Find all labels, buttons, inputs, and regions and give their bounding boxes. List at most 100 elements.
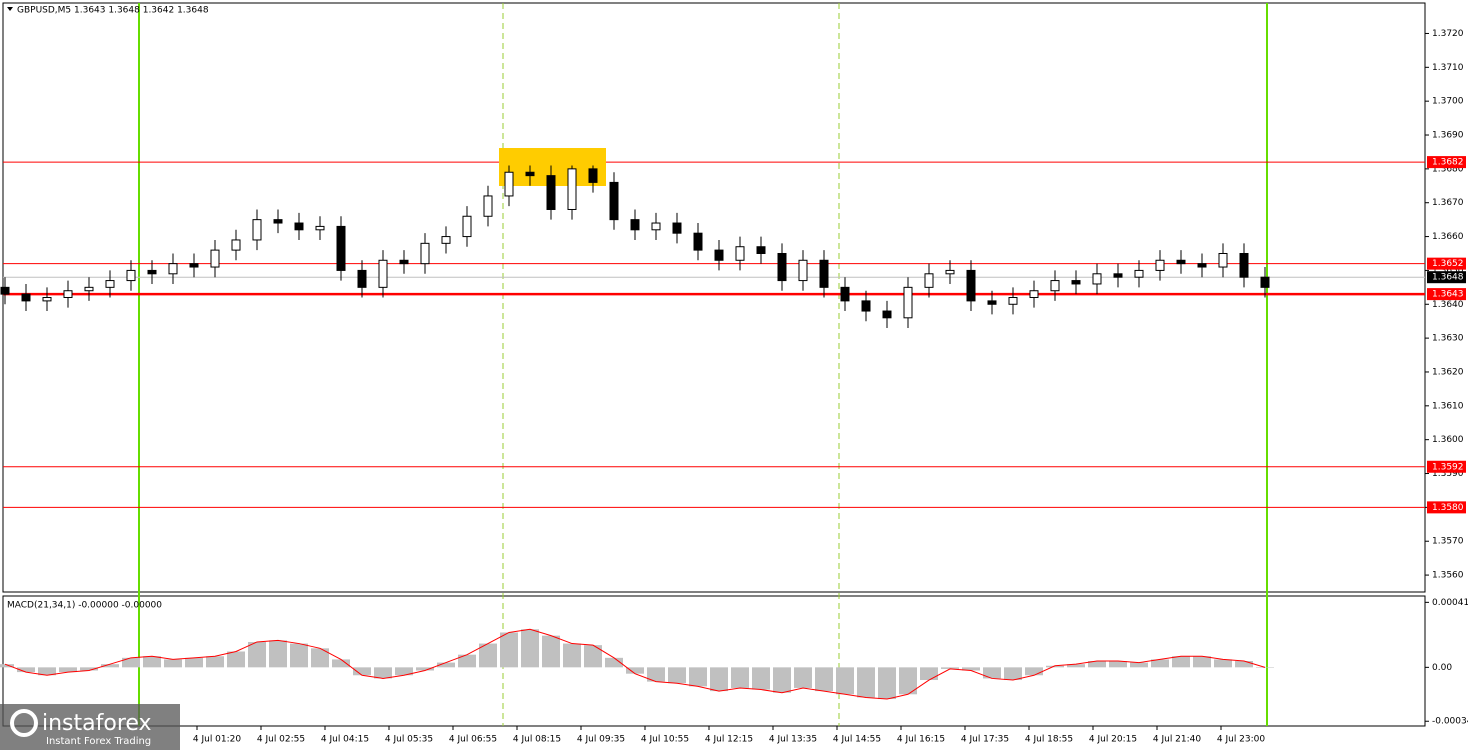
- collapse-arrow[interactable]: [7, 7, 13, 11]
- candle-body: [63, 290, 73, 299]
- level-label: 1.3682: [1432, 158, 1464, 168]
- macd-bar: [710, 667, 728, 692]
- candle-body: [357, 269, 367, 288]
- candle-body: [651, 222, 661, 231]
- level-tag: [1427, 501, 1466, 514]
- macd-bar: [353, 667, 371, 676]
- macd-bar: [1067, 664, 1085, 668]
- macd-bar: [1151, 659, 1169, 668]
- macd-bar: [794, 667, 812, 688]
- candle-body: [1050, 280, 1060, 292]
- macd-bar: [101, 664, 119, 668]
- macd-bar: [416, 667, 434, 671]
- x-tick-label: 4 Jul 13:35: [769, 735, 817, 745]
- macd-bar: [374, 667, 392, 679]
- x-tick-label: 4 Jul 09:35: [577, 735, 625, 745]
- candle-body: [504, 171, 514, 197]
- candle-body: [1134, 269, 1144, 278]
- macd-bar: [815, 667, 833, 692]
- candle-body: [399, 259, 409, 265]
- candle-body: [0, 286, 10, 295]
- candle-body: [336, 225, 346, 271]
- candle-body: [84, 286, 94, 292]
- candle-body: [777, 252, 787, 282]
- macd-bar: [1256, 667, 1274, 668]
- macd-tick-label: 0.00041: [1432, 598, 1468, 608]
- macd-bar: [1088, 661, 1106, 668]
- macd-bar: [269, 640, 287, 668]
- candle-body: [210, 249, 220, 268]
- x-tick-label: 4 Jul 05:35: [385, 735, 433, 745]
- candle-body: [924, 273, 934, 288]
- candle-body: [630, 219, 640, 231]
- macd-bar: [332, 659, 350, 668]
- candle-body: [903, 286, 913, 319]
- level-label: 1.3592: [1432, 462, 1464, 472]
- candle-body: [252, 219, 262, 241]
- candle-body: [441, 236, 451, 244]
- macd-bar: [248, 641, 266, 668]
- macd-bar: [752, 667, 770, 690]
- macd-bar: [458, 654, 476, 668]
- candle-body: [798, 259, 808, 282]
- candle-body: [168, 263, 178, 275]
- macd-bar: [0, 664, 14, 668]
- macd-bar: [962, 667, 980, 671]
- candle-body: [819, 259, 829, 288]
- y-tick-label: 1.3640: [1432, 300, 1464, 310]
- y-tick-label: 1.3710: [1432, 63, 1464, 73]
- candle-body: [1239, 252, 1249, 278]
- candle-body: [273, 219, 283, 224]
- macd-tick-label: 0.00: [1432, 663, 1452, 673]
- macd-title: MACD(21,34,1) -0.00000 -0.00000: [7, 601, 162, 611]
- y-tick-label: 1.3630: [1432, 334, 1464, 344]
- candle-body: [672, 222, 682, 234]
- logo: instaforex Instant Forex Trading: [0, 704, 180, 750]
- macd-bar: [395, 667, 413, 676]
- x-tick-label: 4 Jul 06:55: [449, 735, 497, 745]
- macd-bar: [836, 667, 854, 695]
- macd-bar: [290, 643, 308, 668]
- candle-body: [42, 297, 52, 302]
- macd-bar: [668, 667, 686, 684]
- macd-signal: [4, 628, 1266, 700]
- macd-bar: [185, 657, 203, 668]
- macd-frame: [2, 595, 1426, 727]
- macd-bar: [1172, 656, 1190, 668]
- macd-bar: [1025, 667, 1043, 676]
- y-tick-label: 1.3570: [1432, 537, 1464, 547]
- macd-bar: [500, 632, 518, 668]
- candle-body: [1155, 259, 1165, 271]
- x-tick-label: 4 Jul 21:40: [1153, 735, 1202, 745]
- candle-body: [1092, 273, 1102, 285]
- level-tag: [1427, 288, 1466, 301]
- macd-bar: [38, 667, 56, 676]
- x-tick-label: 4 Jul 20:15: [1089, 735, 1137, 745]
- candle-body: [609, 181, 619, 221]
- macd-bar: [1004, 667, 1022, 681]
- x-tick-label: 4 Jul 12:15: [705, 735, 753, 745]
- candle-body: [1071, 280, 1081, 285]
- candle-body: [756, 246, 766, 254]
- candle-body: [588, 168, 598, 183]
- main-frame: [2, 2, 1426, 593]
- macd-bar: [647, 667, 665, 682]
- candle-body: [1176, 259, 1186, 265]
- candle-body: [945, 269, 955, 275]
- x-tick-label: 4 Jul 23:00: [1217, 735, 1266, 745]
- candle-body: [1113, 273, 1123, 278]
- candle-body: [420, 242, 430, 265]
- candle-body: [147, 269, 157, 275]
- candle-body: [987, 300, 997, 305]
- candle-body: [1029, 290, 1039, 299]
- header: GBPUSD,M5 1.3643 1.3648 1.3642 1.3648: [17, 6, 209, 16]
- macd-bar: [626, 667, 644, 674]
- macd-bar: [689, 667, 707, 687]
- y-tick-label: 1.3610: [1432, 401, 1464, 411]
- macd-bar: [857, 667, 875, 698]
- x-tick-label: 4 Jul 18:55: [1025, 735, 1073, 745]
- macd-bar: [227, 651, 245, 668]
